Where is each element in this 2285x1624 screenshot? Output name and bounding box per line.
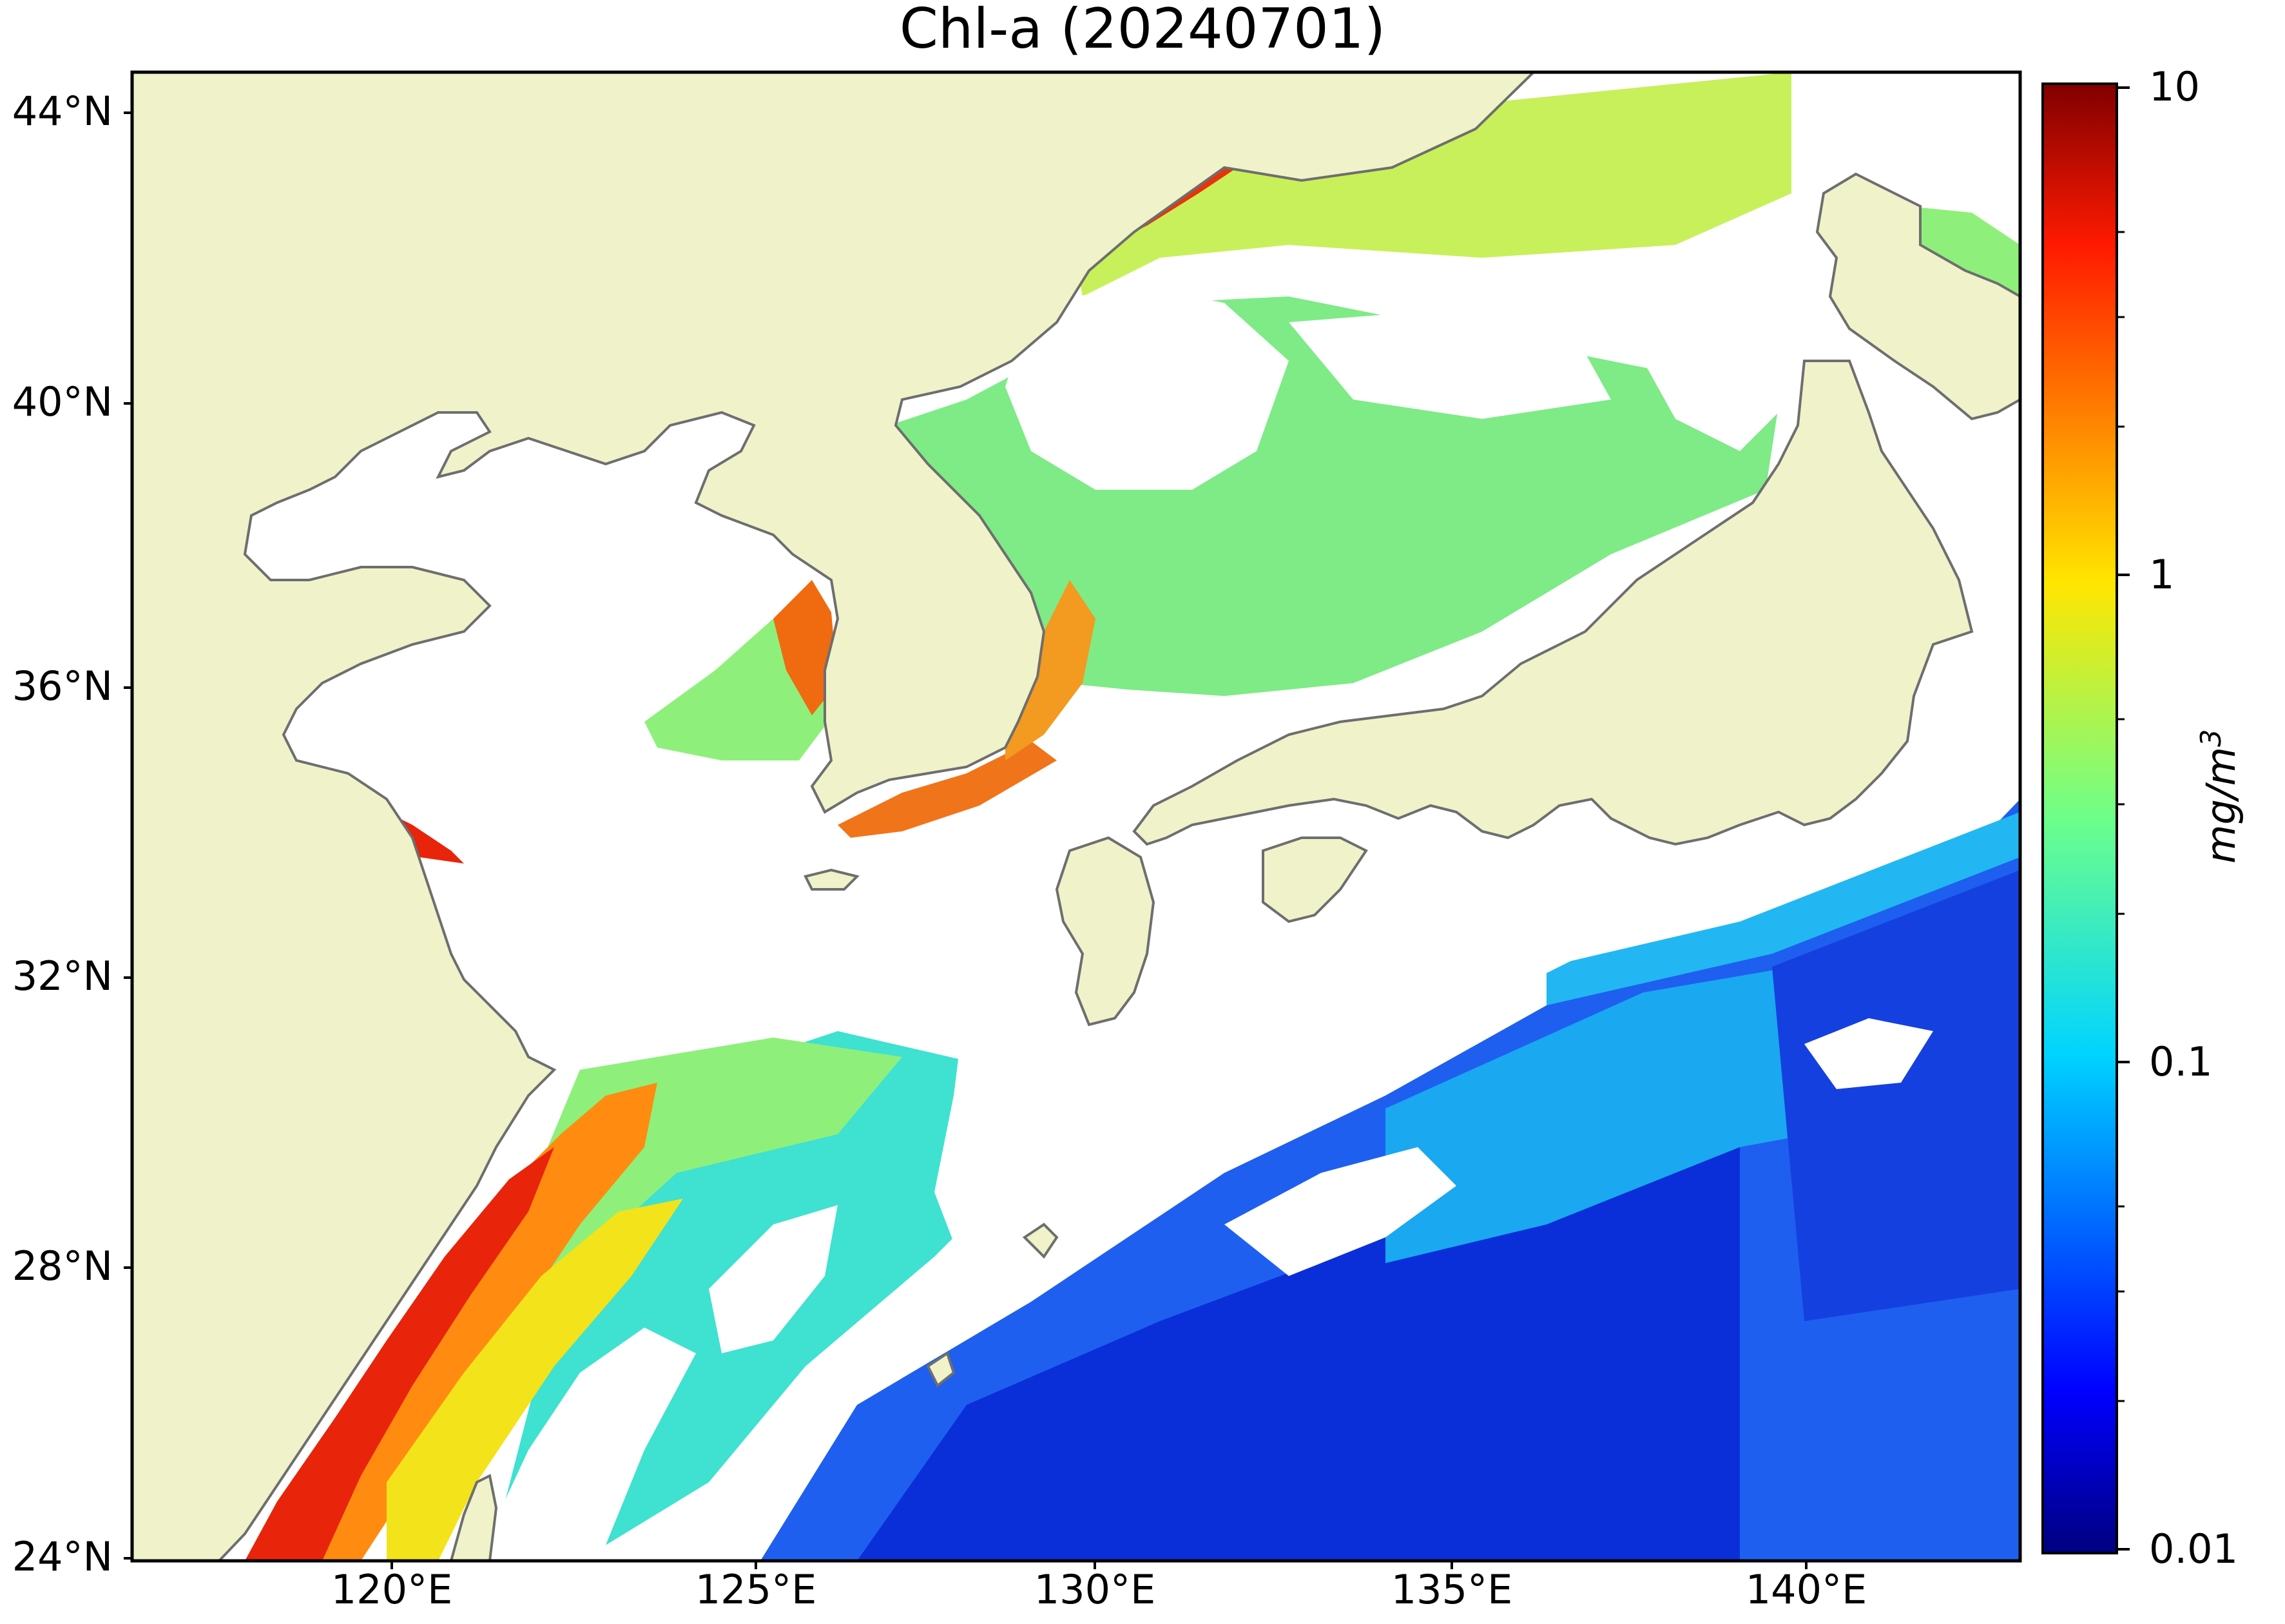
taiwan <box>449 1474 498 1561</box>
map-title: Chl-a (20240701) <box>899 0 1386 61</box>
colorbar-tick-label: 10 <box>2149 63 2200 110</box>
lat-tick-label: 32°N <box>12 952 113 1000</box>
china-coast-very-high-chl <box>245 1147 554 1561</box>
lon-tick-label: 120°E <box>331 1566 453 1613</box>
kyushu <box>1055 836 1155 1027</box>
colorbar-tick-label: 0.1 <box>2149 1038 2213 1085</box>
jeju-island <box>804 868 860 891</box>
ryukyu-island <box>1022 1223 1059 1259</box>
korea-east-coast-orange <box>1005 580 1095 760</box>
hokkaido <box>1815 172 2020 421</box>
lon-tick-label: 140°E <box>1745 1566 1867 1613</box>
colorbar-tick-label: 0.01 <box>2149 1525 2239 1572</box>
east-ocean-low-chl <box>1772 870 2020 1321</box>
lat-tick-label: 36°N <box>12 662 113 710</box>
yellow-sea-coastal-high <box>773 580 838 715</box>
north-sea-of-japan-yellow <box>1063 72 1791 296</box>
zhejiang-yellow-band <box>387 1199 683 1561</box>
lon-tick-label: 130°E <box>1034 1566 1156 1613</box>
colorbar-tick-marks <box>2117 86 2130 1551</box>
colorbar-unit-label: mg/m3 <box>2195 729 2244 864</box>
colorbar <box>2041 82 2118 1554</box>
ryukyu-island <box>926 1351 956 1388</box>
colorbar-tick-label: 1 <box>2149 551 2175 598</box>
lat-tick-label: 40°N <box>12 378 113 425</box>
colorbar-minor-ticks <box>2117 231 2125 1402</box>
south-ocean-very-low-chl <box>857 1134 1740 1561</box>
lat-tick-label: 24°N <box>12 1533 113 1580</box>
lon-tick-marks <box>390 1561 1808 1569</box>
shikoku <box>1262 836 1368 923</box>
land-areas <box>132 72 2020 1561</box>
lon-tick-label: 135°E <box>1391 1566 1513 1613</box>
korea-south-coast-high <box>838 741 1057 838</box>
lat-tick-marks <box>124 111 132 1560</box>
lat-tick-label: 44°N <box>12 88 113 135</box>
honshu <box>1132 360 1974 846</box>
map-frame <box>130 70 2022 1563</box>
east-ocean-cyan <box>1547 812 2020 1005</box>
asian-mainland <box>132 72 1536 1561</box>
lon-tick-label: 125°E <box>695 1566 817 1613</box>
lat-tick-label: 28°N <box>12 1242 113 1290</box>
